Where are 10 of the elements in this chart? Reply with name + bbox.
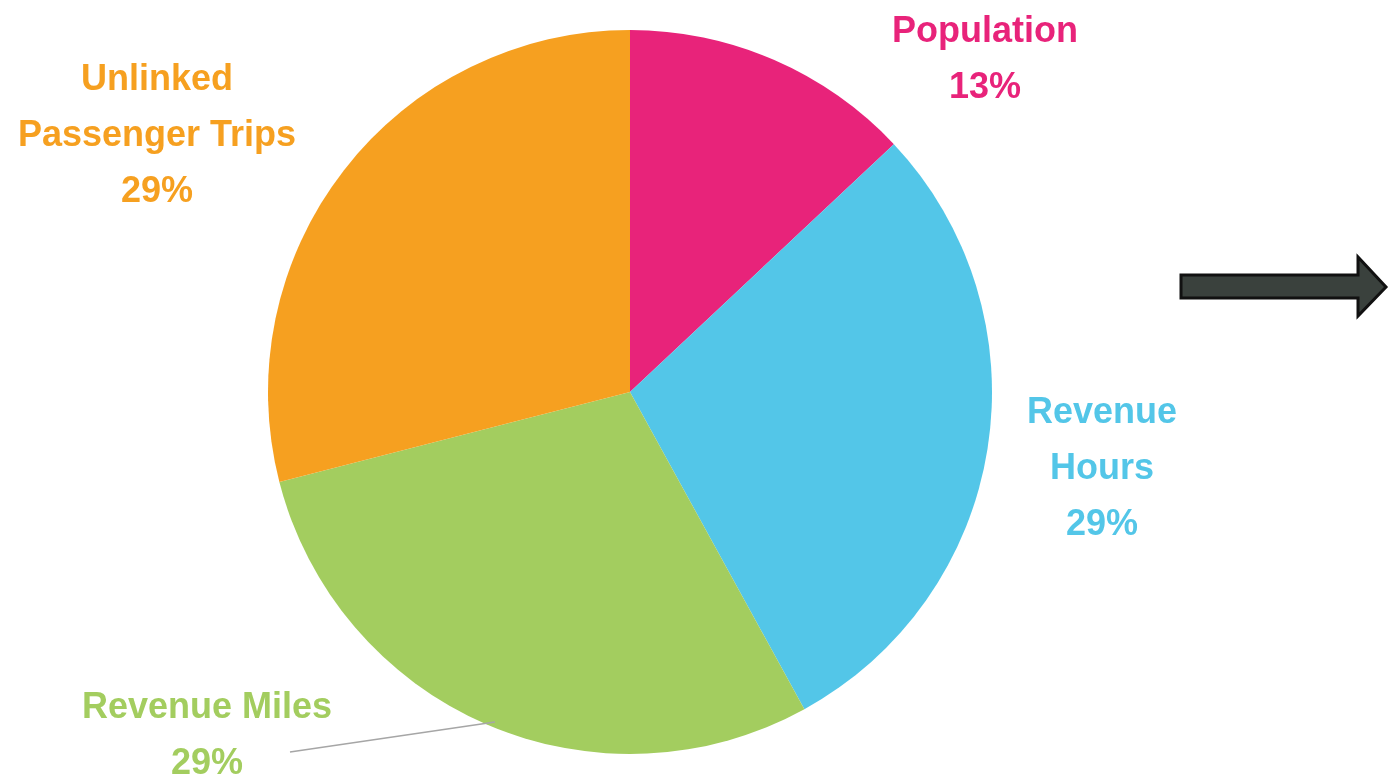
slice-label: Revenue Hours [1026, 390, 1178, 487]
data-label: 29% [1065, 502, 1139, 543]
slice-label: Population [892, 9, 1078, 50]
data-label: 13% [948, 65, 1022, 106]
data-label: 29% [170, 741, 244, 782]
slice-label: Unlinked Passenger Trips [17, 57, 297, 154]
pie-slice [630, 30, 894, 392]
pie-slice [630, 144, 992, 710]
slice-label: Revenue Miles [81, 685, 333, 726]
data-label: 29% [120, 169, 194, 210]
